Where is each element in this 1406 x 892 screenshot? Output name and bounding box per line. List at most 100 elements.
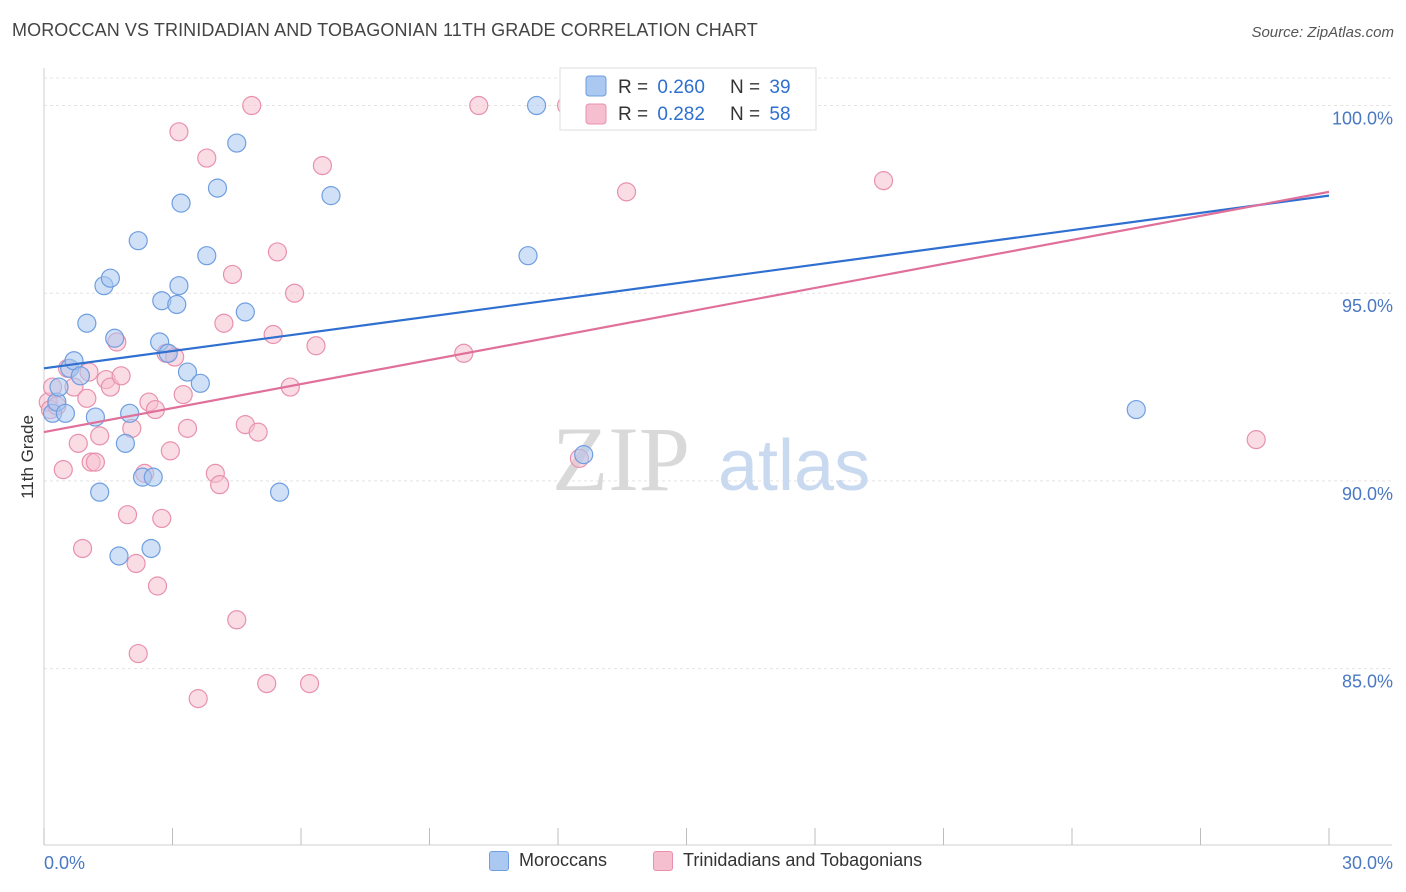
watermark: ZIP atlas bbox=[552, 408, 870, 510]
trinidadian-point-48 bbox=[299, 673, 320, 694]
moroccan-point-6 bbox=[70, 366, 91, 386]
trinidadian-point-25 bbox=[147, 576, 168, 596]
trinidadian-point-38 bbox=[222, 264, 243, 285]
trinidadian-point-43 bbox=[257, 673, 277, 694]
trinidadian-point-28 bbox=[160, 441, 180, 461]
moroccan-point-18 bbox=[141, 538, 161, 559]
moroccan-point-36 bbox=[574, 445, 594, 465]
stats-legend: R = 0.260 N = 39 R = 0.282 N = 58 bbox=[559, 67, 817, 131]
trinidadian-point-49 bbox=[306, 336, 326, 356]
moroccan-point-28 bbox=[197, 246, 217, 266]
moroccan-point-15 bbox=[120, 403, 140, 423]
moroccan-point-26 bbox=[177, 362, 198, 382]
svg-text:R = 0.260: R = 0.260 bbox=[618, 77, 705, 98]
trinidadian-point-18 bbox=[117, 505, 138, 525]
trinidadian-point-8 bbox=[72, 538, 93, 559]
trinidadian-point-32 bbox=[177, 418, 198, 438]
trend-lines bbox=[43, 190, 1330, 434]
moroccan-point-27 bbox=[190, 373, 210, 393]
moroccan-point-30 bbox=[227, 133, 247, 153]
trinidadian-point-17 bbox=[111, 366, 131, 386]
trinidadian-point-26 bbox=[152, 508, 172, 529]
grid-lines bbox=[44, 77, 1392, 670]
y-tick-labels: 85.0% 90.0% 95.0% 100.0% bbox=[1332, 109, 1393, 692]
legend-swatch-trinidadians bbox=[653, 850, 673, 871]
trinidadian-point-21 bbox=[128, 643, 148, 664]
trinidadian-point-37 bbox=[214, 313, 234, 333]
trinidadian-point-30 bbox=[169, 122, 189, 142]
x-tick-label-max: 30.0% bbox=[1342, 853, 1393, 873]
trinidadian-point-57 bbox=[1246, 430, 1266, 450]
trinidadian-point-41 bbox=[242, 95, 262, 116]
trinidadian-point-31 bbox=[173, 384, 193, 405]
legend-swatch-pink bbox=[585, 103, 607, 125]
trinidadian-point-44 bbox=[263, 324, 283, 345]
y-tick-label-100: 100.0% bbox=[1332, 109, 1393, 129]
y-tick-label-95: 95.0% bbox=[1342, 296, 1393, 316]
trinidadian-point-33 bbox=[188, 689, 208, 709]
legend-swatch-blue bbox=[585, 75, 607, 97]
legend-label-moroccans: Moroccans bbox=[519, 850, 608, 870]
moroccan-point-24 bbox=[169, 276, 189, 296]
moroccan-point-19 bbox=[143, 467, 163, 487]
trinidadian-trend-line bbox=[43, 190, 1330, 434]
svg-text:N = 39: N = 39 bbox=[730, 77, 791, 98]
trinidadian-point-9 bbox=[77, 388, 97, 408]
trinidadian-point-12 bbox=[85, 452, 106, 472]
trinidadian-point-4 bbox=[53, 460, 73, 480]
moroccan-point-33 bbox=[321, 186, 341, 206]
trinidadian-point-55 bbox=[616, 182, 637, 202]
x-tick-label-min: 0.0% bbox=[44, 853, 85, 873]
trinidadian-point-47 bbox=[284, 283, 305, 303]
y-tick-label-85: 85.0% bbox=[1342, 672, 1393, 692]
moroccan-point-13 bbox=[109, 546, 129, 566]
moroccan-trend-line bbox=[43, 194, 1330, 370]
svg-text:N = 58: N = 58 bbox=[730, 104, 791, 125]
x-tick-labels: 0.0% 30.0% bbox=[44, 853, 1393, 873]
moroccan-point-23 bbox=[167, 294, 187, 315]
moroccan-point-25 bbox=[171, 193, 191, 213]
legend-r-label-blue: R = bbox=[618, 77, 653, 98]
moroccan-point-2 bbox=[49, 377, 69, 397]
legend-n-label-pink: N = bbox=[730, 104, 765, 125]
moroccan-point-34 bbox=[518, 246, 538, 266]
legend-r-value-blue: 0.260 bbox=[657, 77, 705, 98]
moroccan-point-14 bbox=[115, 433, 135, 453]
trinidadian-point-50 bbox=[312, 155, 333, 176]
moroccan-point-11 bbox=[100, 268, 120, 288]
trinidadian-point-13 bbox=[90, 426, 110, 446]
chart-title: MOROCCAN VS TRINIDADIAN AND TOBAGONIAN 1… bbox=[12, 20, 758, 40]
svg-text:R = 0.282: R = 0.282 bbox=[618, 104, 705, 125]
moroccan-point-9 bbox=[90, 482, 110, 502]
moroccan-point-16 bbox=[128, 231, 148, 251]
legend-label-trinidadians: Trinidadians and Tobagonians bbox=[683, 850, 923, 870]
legend-n-label-blue: N = bbox=[730, 77, 765, 98]
source-label: Source: ZipAtlas.com bbox=[1251, 24, 1394, 41]
moroccan-point-35 bbox=[526, 95, 547, 116]
legend-n-value-pink: 58 bbox=[769, 104, 790, 125]
axes bbox=[43, 68, 1392, 846]
trinidadian-point-7 bbox=[68, 433, 88, 453]
trinidadian-point-42 bbox=[248, 422, 268, 442]
legend-n-value-blue: 39 bbox=[769, 77, 790, 98]
moroccan-point-32 bbox=[269, 482, 290, 502]
moroccan-point-12 bbox=[105, 328, 125, 348]
trinidadian-point-45 bbox=[267, 242, 288, 262]
y-tick-label-90: 90.0% bbox=[1342, 484, 1393, 504]
moroccan-point-31 bbox=[235, 302, 255, 322]
legend-item-trinidadians: Trinidadians and Tobagonians bbox=[653, 850, 922, 871]
moroccan-point-7 bbox=[77, 313, 97, 333]
moroccan-point-3 bbox=[55, 403, 76, 423]
watermark-atlas: atlas bbox=[718, 426, 870, 506]
trinidadian-point-36 bbox=[210, 475, 230, 495]
legend-item-moroccans: Moroccans bbox=[489, 850, 607, 871]
trinidadian-point-20 bbox=[126, 553, 146, 574]
series-legend: Moroccans Trinidadians and Tobagonians bbox=[0, 850, 1406, 880]
trinidadian-point-52 bbox=[469, 95, 489, 116]
moroccan-point-38 bbox=[1126, 399, 1146, 420]
legend-r-value-pink: 0.282 bbox=[657, 104, 705, 125]
legend-r-label-pink: R = bbox=[618, 104, 653, 125]
moroccan-point-29 bbox=[207, 178, 228, 198]
trinidadian-point-39 bbox=[227, 610, 247, 630]
